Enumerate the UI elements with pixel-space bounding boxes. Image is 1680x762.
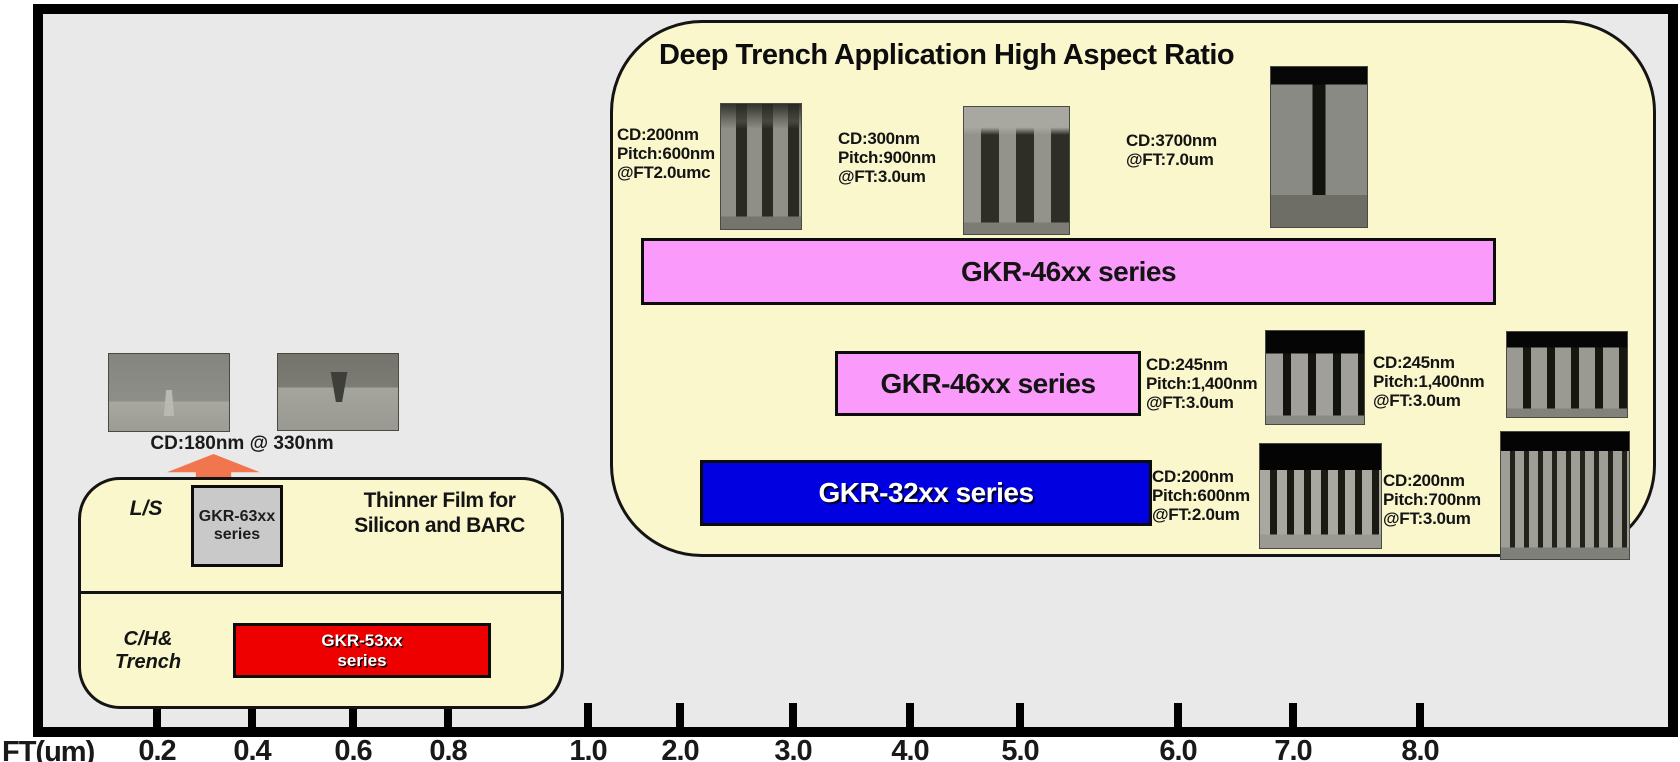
axis-tick <box>1016 703 1024 727</box>
ls-label: L/S <box>129 497 163 520</box>
axis-tick-label: 0.8 <box>429 735 467 762</box>
axis-tick-label: 0.2 <box>138 735 176 762</box>
bar-gkr-46xx: GKR-46xx series <box>835 351 1141 416</box>
bar-gkr-32xx: GKR-32xx series <box>700 460 1152 526</box>
axis-tick <box>1416 703 1424 727</box>
axis-tick <box>676 703 684 727</box>
thin-film-panel: L/S GKR-63xx series Thinner Film for Sil… <box>78 477 564 709</box>
axis-tick <box>1289 703 1297 727</box>
axis-tick-label: 1.0 <box>569 735 607 762</box>
axis-tick <box>444 703 452 727</box>
axis-tick-label: 6.0 <box>1159 735 1197 762</box>
panel-title: Deep Trench Application High Aspect Rati… <box>659 39 1235 71</box>
axis-tick-label: 0.4 <box>233 735 271 762</box>
axis-tick <box>248 703 256 727</box>
sem-image-deep-trench <box>1270 66 1368 228</box>
box-gkr-53xx: GKR-53xx series <box>233 623 491 678</box>
spec-label: CD:200nm Pitch:600nm @FT2.0umc <box>617 125 715 182</box>
spec-label: CD:200nm Pitch:700nm @FT:3.0um <box>1383 471 1481 528</box>
spec-label: CD:3700nm @FT:7.0um <box>1126 131 1217 169</box>
axis-title: FT(um) <box>2 736 95 762</box>
sem-image-isolated-line <box>108 353 230 432</box>
sem-caption: CD:180nm @ 330nm <box>150 433 334 454</box>
thinner-film-note: Thinner Film for Silicon and BARC <box>354 489 525 537</box>
sem-image-pillars-1 <box>1265 330 1365 425</box>
axis-tick-label: 5.0 <box>1001 735 1039 762</box>
spec-label: CD:245nm Pitch:1,400nm @FT:3.0um <box>1146 355 1258 412</box>
axis-tick <box>1174 703 1182 727</box>
axis-tick <box>906 703 914 727</box>
sem-image-dense-lines-2 <box>1500 431 1630 560</box>
axis-tick-label: 8.0 <box>1401 735 1439 762</box>
sem-line-feature <box>163 390 175 416</box>
deep-trench-panel: Deep Trench Application High Aspect Rati… <box>610 20 1656 560</box>
sem-image-dense-lines-1 <box>1259 443 1382 549</box>
box-gkr-63xx: GKR-63xx series <box>191 485 283 567</box>
sem-image-isolated-trench <box>277 353 399 431</box>
axis-tick-label: 0.6 <box>334 735 372 762</box>
panel-divider <box>81 591 561 594</box>
axis-tick <box>584 703 592 727</box>
sem-trench-feature <box>330 372 348 402</box>
bar-gkr-46xx-wide: GKR-46xx series <box>641 238 1496 305</box>
axis-tick-label: 7.0 <box>1274 735 1312 762</box>
axis-tick <box>349 703 357 727</box>
sem-image-pillars-2 <box>1506 331 1628 418</box>
sem-image-trench-1 <box>720 103 802 230</box>
sem-image-trench-2 <box>963 106 1070 235</box>
ch-trench-label: C/H& Trench <box>114 628 182 673</box>
axis-tick-label: 2.0 <box>661 735 699 762</box>
spec-label: CD:245nm Pitch:1,400nm @FT:3.0um <box>1373 353 1485 410</box>
axis-tick <box>153 703 161 727</box>
axis-tick <box>789 703 797 727</box>
spec-label: CD:300nm Pitch:900nm @FT:3.0um <box>838 129 936 186</box>
spec-label: CD:200nm Pitch:600nm @FT:2.0um <box>1152 467 1250 524</box>
axis-tick-label: 4.0 <box>891 735 929 762</box>
axis-tick-label: 3.0 <box>774 735 812 762</box>
